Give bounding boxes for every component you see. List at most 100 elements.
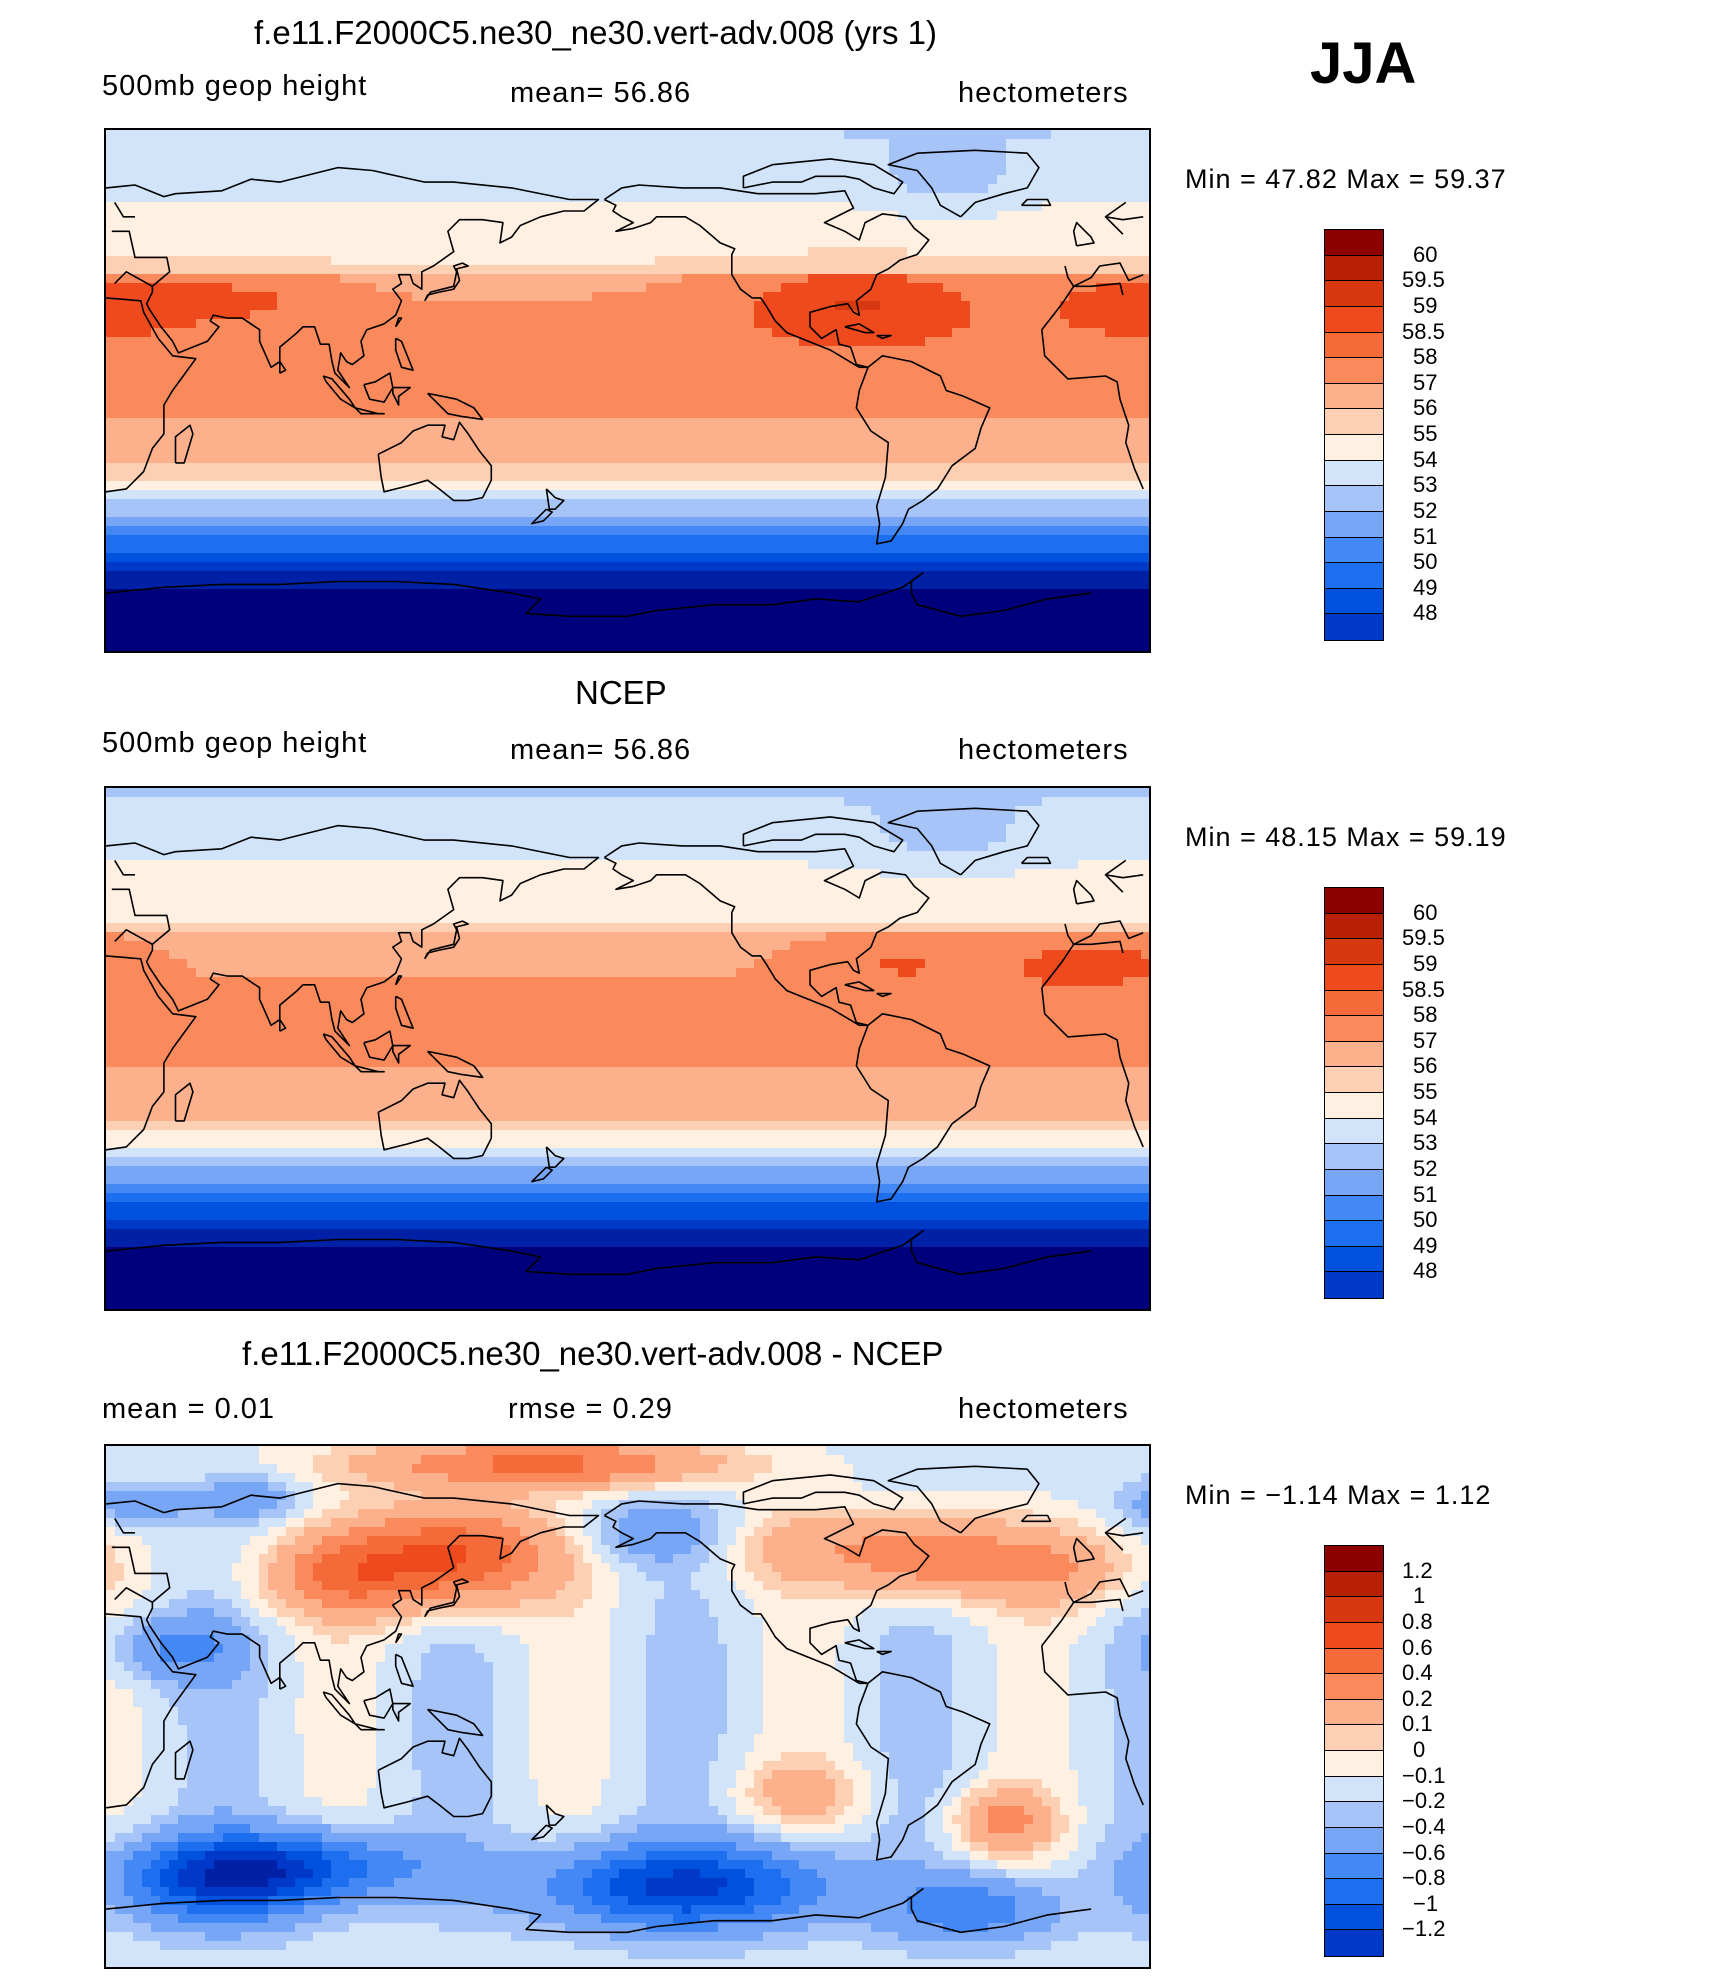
contour-cell bbox=[583, 247, 593, 257]
contour-cell bbox=[799, 274, 809, 284]
contour-cell bbox=[763, 472, 773, 482]
contour-cell bbox=[430, 499, 440, 509]
contour-cell bbox=[106, 139, 116, 149]
contour-cell bbox=[1132, 139, 1142, 149]
contour-cell bbox=[628, 409, 638, 419]
contour-cell bbox=[583, 229, 593, 239]
contour-cell bbox=[898, 508, 908, 518]
contour-cell bbox=[916, 400, 926, 410]
contour-cell bbox=[142, 499, 152, 509]
contour-cell bbox=[133, 427, 143, 437]
contour-cell bbox=[421, 328, 431, 338]
contour-cell bbox=[826, 193, 836, 203]
contour-cell bbox=[853, 247, 863, 257]
contour-cell bbox=[619, 364, 629, 374]
contour-cell bbox=[1042, 436, 1052, 446]
contour-cell bbox=[412, 157, 422, 167]
contour-cell bbox=[1123, 472, 1133, 482]
contour-cell bbox=[151, 283, 161, 293]
contour-cell bbox=[871, 481, 881, 491]
contour-cell bbox=[1123, 130, 1133, 140]
contour-cell bbox=[214, 283, 224, 293]
contour-cell bbox=[916, 175, 926, 185]
contour-cell bbox=[718, 409, 728, 419]
contour-cell bbox=[331, 400, 341, 410]
contour-cell bbox=[169, 427, 179, 437]
contour-cell bbox=[250, 481, 260, 491]
contour-cell bbox=[529, 220, 539, 230]
contour-cell bbox=[1105, 337, 1115, 347]
contour-cell bbox=[475, 247, 485, 257]
contour-cell bbox=[349, 355, 359, 365]
contour-cell bbox=[160, 301, 170, 311]
contour-cell bbox=[1123, 355, 1133, 365]
contour-cell bbox=[889, 373, 899, 383]
contour-cell bbox=[124, 517, 134, 527]
contour-cell bbox=[196, 328, 206, 338]
contour-cell bbox=[466, 130, 476, 140]
contour-cell bbox=[187, 139, 197, 149]
contour-cell bbox=[556, 238, 566, 248]
contour-cell bbox=[160, 274, 170, 284]
contour-cell bbox=[331, 256, 341, 266]
contour-cell bbox=[367, 310, 377, 320]
contour-cell bbox=[808, 292, 818, 302]
contour-cell bbox=[124, 157, 134, 167]
contour-cell bbox=[601, 463, 611, 473]
contour-cell bbox=[970, 364, 980, 374]
contour-cell bbox=[241, 373, 251, 383]
contour-cell bbox=[313, 319, 323, 329]
contour-cell bbox=[619, 436, 629, 446]
contour-cell bbox=[853, 346, 863, 356]
contour-cell bbox=[1132, 481, 1142, 491]
contour-cell bbox=[313, 175, 323, 185]
contour-cell bbox=[970, 238, 980, 248]
contour-cell bbox=[808, 508, 818, 518]
contour-cell bbox=[259, 139, 269, 149]
contour-cell bbox=[673, 130, 683, 140]
contour-cell bbox=[484, 463, 494, 473]
contour-cell bbox=[673, 310, 683, 320]
contour-cell bbox=[1033, 400, 1043, 410]
contour-cell bbox=[655, 436, 665, 446]
contour-cell bbox=[1006, 130, 1016, 140]
contour-cell bbox=[169, 346, 179, 356]
contour-cell bbox=[871, 139, 881, 149]
contour-cell bbox=[997, 238, 1007, 248]
contour-cell bbox=[142, 220, 152, 230]
contour-cell bbox=[214, 472, 224, 482]
contour-cell bbox=[1024, 436, 1034, 446]
contour-cell bbox=[151, 319, 161, 329]
contour-cell bbox=[313, 454, 323, 464]
contour-cell bbox=[934, 337, 944, 347]
contour-cell bbox=[1141, 247, 1149, 257]
contour-cell bbox=[601, 382, 611, 392]
contour-cell bbox=[214, 166, 224, 176]
contour-cell bbox=[151, 472, 161, 482]
contour-cell bbox=[781, 310, 791, 320]
contour-cell bbox=[1006, 481, 1016, 491]
contour-cell bbox=[304, 436, 314, 446]
contour-cell bbox=[1042, 166, 1052, 176]
contour-cell bbox=[304, 283, 314, 293]
contour-cell bbox=[448, 463, 458, 473]
contour-cell bbox=[160, 166, 170, 176]
contour-cell bbox=[655, 202, 665, 212]
contour-cell bbox=[646, 274, 656, 284]
contour-cell bbox=[790, 409, 800, 419]
contour-cell bbox=[439, 193, 449, 203]
contour-cell bbox=[583, 211, 593, 221]
contour-cell bbox=[1069, 139, 1079, 149]
contour-cell bbox=[241, 229, 251, 239]
contour-cell bbox=[988, 337, 998, 347]
contour-cell bbox=[457, 490, 467, 500]
contour-cell bbox=[880, 427, 890, 437]
contour-cell bbox=[250, 157, 260, 167]
contour-cell bbox=[1123, 337, 1133, 347]
contour-cell bbox=[412, 436, 422, 446]
contour-cell bbox=[376, 364, 386, 374]
contour-cell bbox=[259, 130, 269, 140]
contour-cell bbox=[403, 472, 413, 482]
contour-cell bbox=[637, 337, 647, 347]
contour-cell bbox=[187, 157, 197, 167]
